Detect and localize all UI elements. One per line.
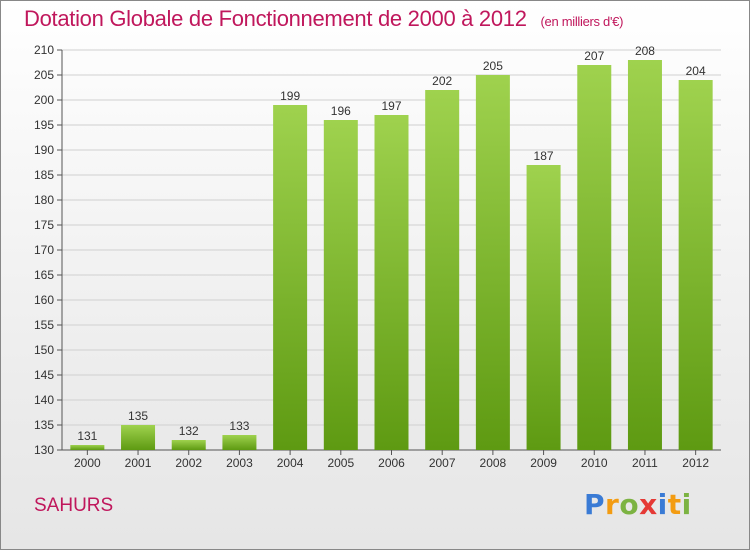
y-tick-label: 170 [34,243,54,257]
data-label: 208 [635,44,655,58]
logo-letter: t [667,488,682,521]
x-tick-label: 2006 [378,456,405,470]
y-tick-label: 175 [34,218,54,232]
bar-2002 [171,440,206,450]
logo-letter: i [681,488,692,521]
proxiti-logo: Proxiti [584,488,692,521]
x-tick-label: 2001 [125,456,152,470]
y-tick-label: 195 [34,118,54,132]
x-tick-label: 2003 [226,456,253,470]
y-tick-label: 150 [34,343,54,357]
data-label: 202 [432,74,452,88]
y-tick-label: 180 [34,193,54,207]
data-label: 207 [584,49,604,63]
y-tick-label: 205 [34,68,54,82]
bar-2006 [374,115,409,450]
bar-2004 [273,105,308,450]
y-tick-label: 160 [34,293,54,307]
y-tick-label: 135 [34,418,54,432]
data-label: 133 [229,419,249,433]
y-tick-label: 185 [34,168,54,182]
chart-title-text: Dotation Globale de Fonctionnement de 20… [24,6,527,31]
bar-2010 [577,65,612,450]
bar-2011 [627,60,662,450]
logo-letter: P [584,488,606,521]
x-tick-label: 2008 [480,456,507,470]
label-layer: 131 135 132 133 199 196 197 202 205 187 207 208 204 [77,44,706,443]
x-tick-label: 2010 [581,456,608,470]
data-label: 204 [686,64,706,78]
x-tick-label: 2002 [175,456,202,470]
y-tick-label: 200 [34,93,54,107]
x-tick-label: 2004 [277,456,304,470]
bar-2003 [222,435,257,450]
bar-2009 [526,165,561,450]
data-label: 132 [179,424,199,438]
y-tick-label: 165 [34,268,54,282]
data-label: 197 [381,99,401,113]
bar-2012 [678,80,713,450]
bar-layer [70,60,713,450]
data-label: 196 [331,104,351,118]
logo-letter: x [639,488,658,521]
x-tick-label: 2012 [682,456,709,470]
y-tick-label: 140 [34,393,54,407]
bar-2007 [425,90,460,450]
logo-letter: i [657,488,668,521]
commune-name: SAHURS [34,495,114,516]
x-tick-label: 2007 [429,456,456,470]
y-tick-label: 130 [34,443,54,457]
x-tick-label: 2009 [530,456,557,470]
bar-2000 [70,445,105,450]
x-tick-label: 2011 [632,456,658,470]
logo-letter: r [605,488,620,521]
bar-2008 [475,75,510,450]
data-label: 135 [128,409,148,423]
bar-2001 [121,425,156,450]
data-label: 187 [534,149,554,163]
data-label: 199 [280,89,300,103]
chart-subtitle: (en milliers d'€) [540,14,624,29]
data-label: 205 [483,59,503,73]
y-tick-label: 155 [34,318,54,332]
y-tick-label: 145 [34,368,54,382]
x-tick-label: 2000 [74,456,101,470]
chart-title: Dotation Globale de Fonctionnement de 20… [24,6,623,32]
y-tick-label: 210 [34,43,54,57]
data-label: 131 [77,429,97,443]
y-tick-label: 190 [34,143,54,157]
logo-letter: o [619,488,640,521]
x-tick-label: 2005 [327,456,354,470]
bar-2005 [323,120,358,450]
